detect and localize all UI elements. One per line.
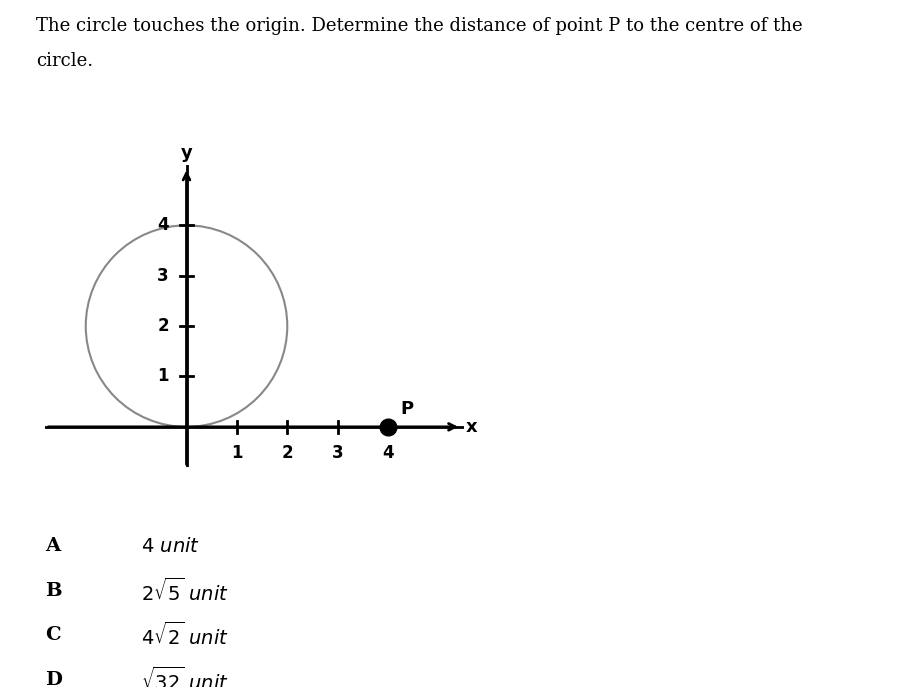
- Text: 3: 3: [157, 267, 169, 284]
- Text: B: B: [45, 582, 62, 600]
- Text: 4: 4: [382, 444, 394, 462]
- Text: 1: 1: [157, 368, 169, 385]
- Text: 2: 2: [157, 317, 169, 335]
- Text: y: y: [181, 144, 193, 162]
- Text: 4: 4: [157, 216, 169, 234]
- Text: 1: 1: [231, 444, 243, 462]
- Text: D: D: [45, 671, 63, 687]
- Text: 3: 3: [332, 444, 344, 462]
- Text: 2: 2: [282, 444, 293, 462]
- Text: $4\sqrt{2}\ \mathit{unit}$: $4\sqrt{2}\ \mathit{unit}$: [141, 622, 229, 649]
- Text: $\sqrt{32}\ \mathit{unit}$: $\sqrt{32}\ \mathit{unit}$: [141, 666, 229, 687]
- Text: circle.: circle.: [36, 52, 94, 69]
- Text: The circle touches the origin. Determine the distance of point P to the centre o: The circle touches the origin. Determine…: [36, 17, 803, 35]
- Text: $4\ \mathit{unit}$: $4\ \mathit{unit}$: [141, 537, 200, 556]
- Text: C: C: [45, 627, 61, 644]
- Text: A: A: [45, 537, 61, 555]
- Text: P: P: [401, 401, 414, 418]
- Text: x: x: [466, 418, 478, 436]
- Text: $2\sqrt{5}\ \mathit{unit}$: $2\sqrt{5}\ \mathit{unit}$: [141, 577, 229, 605]
